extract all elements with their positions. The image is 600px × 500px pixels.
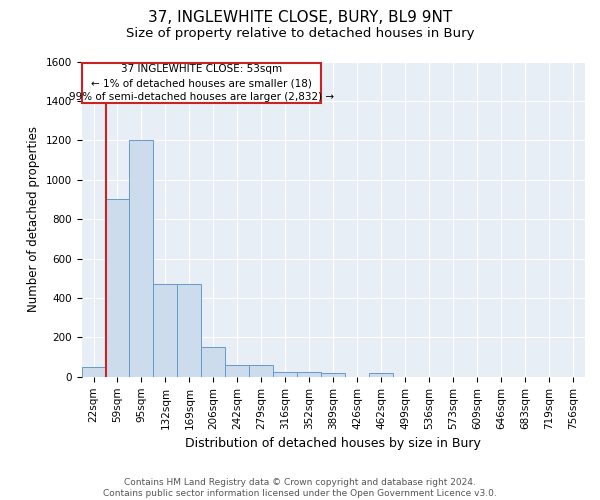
Text: 37, INGLEWHITE CLOSE, BURY, BL9 9NT: 37, INGLEWHITE CLOSE, BURY, BL9 9NT	[148, 10, 452, 25]
Bar	[202, 348, 226, 377]
Bar	[369, 373, 393, 377]
Bar	[321, 373, 345, 377]
Bar	[154, 284, 178, 377]
Text: Size of property relative to detached houses in Bury: Size of property relative to detached ho…	[126, 28, 474, 40]
Bar	[250, 365, 274, 377]
FancyBboxPatch shape	[82, 64, 321, 103]
Bar	[226, 365, 250, 377]
Bar	[82, 367, 106, 377]
Text: 37 INGLEWHITE CLOSE: 53sqm
← 1% of detached houses are smaller (18)
99% of semi-: 37 INGLEWHITE CLOSE: 53sqm ← 1% of detac…	[69, 64, 334, 102]
Bar	[178, 284, 202, 377]
X-axis label: Distribution of detached houses by size in Bury: Distribution of detached houses by size …	[185, 437, 481, 450]
Bar	[130, 140, 154, 377]
Bar	[274, 372, 298, 377]
Bar	[298, 372, 321, 377]
Text: Contains HM Land Registry data © Crown copyright and database right 2024.
Contai: Contains HM Land Registry data © Crown c…	[103, 478, 497, 498]
Y-axis label: Number of detached properties: Number of detached properties	[27, 126, 40, 312]
Bar	[106, 200, 130, 377]
